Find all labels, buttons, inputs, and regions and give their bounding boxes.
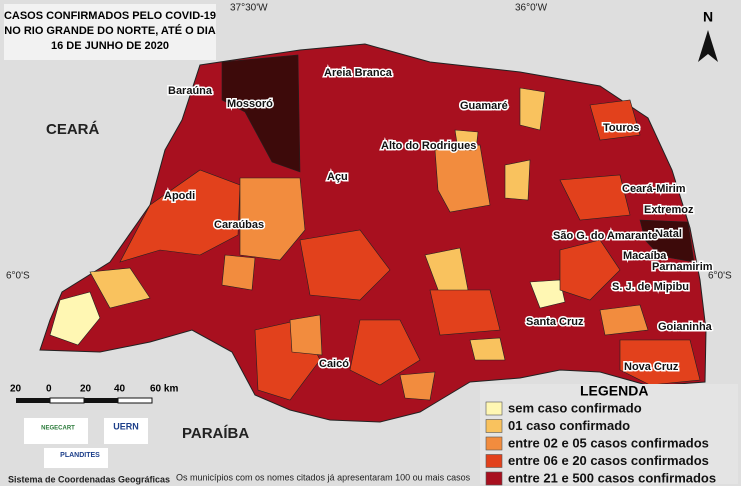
north-label: N xyxy=(703,9,713,25)
municipality-label: Mossoró xyxy=(227,98,273,110)
municipality-label: Caraúbas xyxy=(214,219,264,231)
legend-title: LEGENDA xyxy=(580,383,648,399)
legend-label: sem caso confirmado xyxy=(508,400,642,415)
footnote: Os municípios com os nomes citados já ap… xyxy=(176,472,471,482)
scale-label: 20 xyxy=(80,384,92,395)
municipality-label: Alto do Rodrigues xyxy=(381,140,476,152)
region-label: PARAÍBA xyxy=(182,425,249,442)
municipality-label: Caicó xyxy=(319,358,349,370)
legend: sem caso confirmado 01 caso confirmado ent… xyxy=(485,400,716,486)
scale-label: 20 xyxy=(10,384,22,395)
legend-swatch xyxy=(485,454,503,468)
municipality-label: Apodi xyxy=(164,190,195,202)
scale-label: 40 xyxy=(114,384,126,395)
municipality-label: Ceará-Mirim xyxy=(622,183,686,195)
coordinate-label: 6°0'S xyxy=(6,271,30,282)
legend-label: 01 caso confirmado xyxy=(508,418,630,433)
scale-label: 0 xyxy=(46,384,52,395)
legend-swatch xyxy=(485,436,503,451)
municipality-label: Natal xyxy=(655,228,682,240)
legend-label: entre 21 e 500 casos confirmados xyxy=(508,470,716,485)
coordinate-system: Sistema de Coordenadas Geográficas xyxy=(8,474,170,484)
legend-label: entre 06 e 20 casos confirmados xyxy=(508,453,709,468)
logo: NEGECART xyxy=(41,426,75,432)
legend-swatch xyxy=(485,419,503,433)
title: 16 DE JUNHO DE 2020 xyxy=(51,40,169,52)
municipality-label: Santa Cruz xyxy=(526,316,584,328)
municipality-labels: Baraúna Mossoró Areia Branca Guamaré Touros A… xyxy=(163,65,715,374)
municipality-label: Nova Cruz xyxy=(624,361,679,373)
municipality-label: São G. do Amarante xyxy=(553,230,658,242)
municipality-label: Areia Branca xyxy=(324,67,393,79)
logo-box xyxy=(104,418,148,444)
scale-label: 60 km xyxy=(150,384,178,395)
title: CASOS CONFIRMADOS PELO COVID-19 xyxy=(4,10,216,22)
municipality-label: Extremoz xyxy=(644,204,694,216)
logo: PLANDITES xyxy=(60,452,100,459)
municipality-label: Açu xyxy=(327,171,348,183)
title: NO RIO GRANDE DO NORTE, ATÉ O DIA xyxy=(4,24,216,37)
north-arrow xyxy=(698,30,718,62)
coordinate-label: 6°0'S xyxy=(708,271,732,282)
municipality-shapes xyxy=(49,54,701,401)
municipality-label: Baraúna xyxy=(168,85,213,97)
scale-labels: 20 0 20 40 60 km xyxy=(10,384,178,395)
legend-swatch xyxy=(485,401,503,416)
scale-bar xyxy=(16,397,153,404)
logo: UERN xyxy=(113,421,139,431)
municipality-label: Guamaré xyxy=(460,100,508,112)
municipality-label: Goianinha xyxy=(658,321,713,333)
municipality-label: Touros xyxy=(603,122,639,134)
logo-box xyxy=(24,418,88,444)
coordinate-label: 36°0'W xyxy=(515,3,548,14)
legend-label: entre 02 e 05 casos confirmados xyxy=(508,435,709,450)
region-label: CEARÁ xyxy=(46,121,100,138)
legend-box xyxy=(480,384,738,484)
municipality-label: Macaíba xyxy=(623,250,667,262)
legend-swatch xyxy=(485,471,503,486)
municipality-label: S. J. de Mipibu xyxy=(612,281,689,293)
logo-box xyxy=(44,448,108,468)
coordinate-label: 37°30'W xyxy=(230,3,268,14)
municipality-label: Parnamirim xyxy=(652,261,713,273)
title-box xyxy=(4,4,216,60)
